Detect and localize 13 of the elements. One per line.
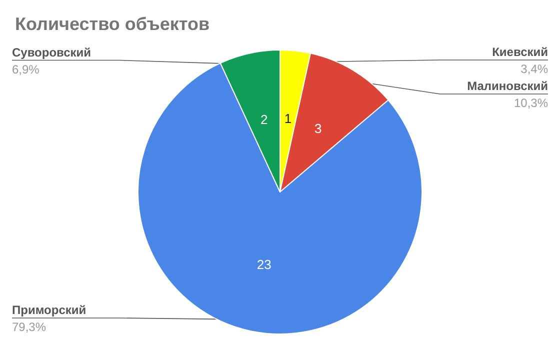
- text: 79,3%: [12, 320, 46, 334]
- slice-label: Суворовский: [12, 45, 92, 60]
- slice-label: Киевский: [492, 45, 548, 59]
- chart-title: Количество объектов: [15, 14, 210, 34]
- text: 6,9%: [12, 62, 40, 76]
- text: 3,4%: [520, 62, 548, 76]
- data-label: 2: [260, 112, 268, 128]
- data-label: 23: [256, 256, 272, 272]
- text: 10,3%: [514, 96, 548, 110]
- data-label: 1: [284, 110, 292, 126]
- slice-label: Приморский: [12, 303, 86, 317]
- data-label: 3: [314, 121, 322, 136]
- slice-label: Малиновский: [467, 79, 548, 93]
